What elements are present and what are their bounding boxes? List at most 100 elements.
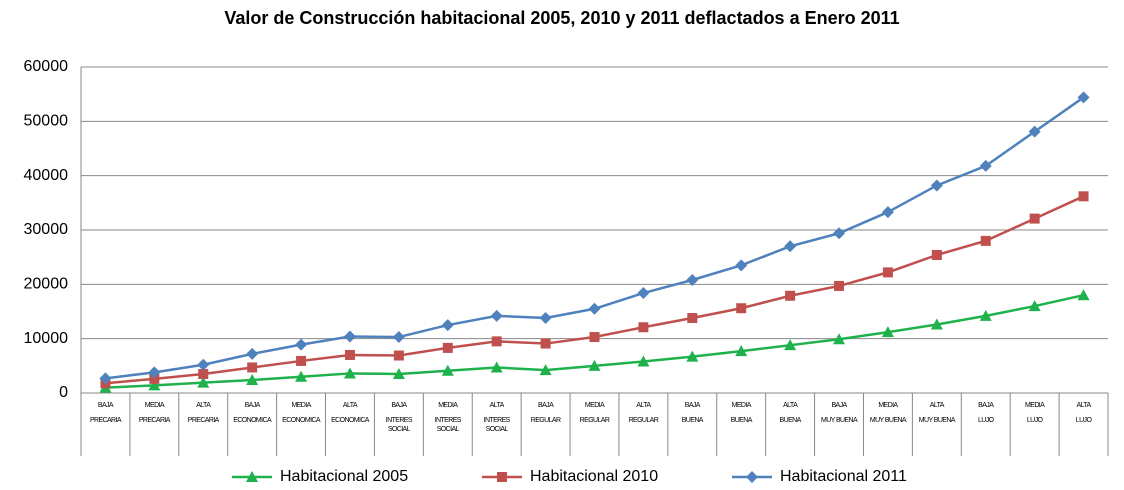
x-tick-label: INTERES [435, 417, 462, 424]
point [686, 273, 699, 286]
point [490, 361, 503, 373]
point [979, 159, 992, 172]
x-tick-label: ECONOMICA [233, 417, 272, 424]
chart-title: Valor de Construcción habitacional 2005,… [224, 8, 899, 28]
point [197, 358, 210, 371]
x-tick-label: LUJO [1027, 417, 1044, 424]
x-tick-label: BUENA [780, 417, 802, 424]
y-tick-label: 40000 [24, 167, 69, 184]
point [99, 372, 112, 385]
point [441, 319, 454, 332]
point [588, 302, 601, 315]
point [344, 349, 355, 360]
x-tick-label: SOCIAL [437, 426, 460, 433]
point [1077, 289, 1090, 301]
y-tick-label: 60000 [24, 58, 69, 75]
x-tick-label: BAJA [391, 402, 407, 409]
point [589, 332, 600, 343]
point [246, 373, 259, 385]
point [785, 290, 796, 301]
point [246, 347, 259, 360]
x-tick-label: INTERES [484, 417, 511, 424]
x-tick-label: ALTA [490, 402, 505, 409]
x-tick-label: MEDIA [145, 402, 165, 409]
x-tick-label: MEDIA [878, 402, 898, 409]
point [979, 309, 992, 321]
point [637, 287, 650, 300]
x-tick-label: BUENA [682, 417, 704, 424]
point [834, 280, 845, 291]
point [687, 313, 698, 324]
y-tick-label: 0 [59, 384, 68, 401]
legend-label: Habitacional 2010 [530, 468, 658, 485]
x-tick-label: REGULAR [531, 417, 561, 424]
point [746, 471, 758, 483]
point [295, 370, 308, 382]
point [247, 362, 258, 373]
point [637, 355, 650, 367]
x-tick-label: BAJA [831, 402, 847, 409]
x-tick-label: BAJA [245, 402, 261, 409]
x-tick-label: LUJO [1076, 417, 1093, 424]
point [491, 336, 502, 347]
y-tick-label: 10000 [24, 330, 69, 347]
x-tick-label: ALTA [1077, 402, 1092, 409]
point [931, 249, 942, 260]
point [930, 179, 943, 192]
point [197, 376, 210, 388]
x-tick-label: ALTA [930, 402, 945, 409]
point [246, 471, 258, 482]
point [148, 366, 161, 379]
x-tick-label: BAJA [538, 402, 554, 409]
x-tick-label: PRECARIA [139, 417, 171, 424]
x-tick-label: SOCIAL [486, 426, 509, 433]
x-tick-label: BAJA [685, 402, 701, 409]
x-tick-label: ALTA [343, 402, 358, 409]
point [1029, 213, 1040, 224]
x-tick-label: BAJA [98, 402, 114, 409]
point [539, 364, 552, 376]
x-tick-label: SOCIAL [388, 426, 411, 433]
point [588, 359, 601, 371]
x-tick-label: MEDIA [585, 402, 605, 409]
point [784, 240, 797, 253]
point [497, 472, 507, 482]
x-tick-label: ALTA [783, 402, 798, 409]
point [539, 312, 552, 325]
x-tick-label: ECONOMICA [331, 417, 370, 424]
x-tick-label: MEDIA [438, 402, 458, 409]
point [1028, 125, 1041, 138]
point [735, 345, 748, 357]
point [198, 368, 209, 379]
point [881, 326, 894, 338]
point [296, 355, 307, 366]
x-tick-label: REGULAR [580, 417, 610, 424]
x-tick-label: MUY BUENA [821, 417, 858, 424]
point [833, 333, 846, 345]
x-tick-label: MEDIA [732, 402, 752, 409]
point [441, 364, 454, 376]
x-tick-label: MUY BUENA [919, 417, 956, 424]
point [881, 206, 894, 219]
x-tick-label: PRECARIA [90, 417, 122, 424]
x-tick-label: REGULAR [629, 417, 659, 424]
x-tick-label: PRECARIA [188, 417, 220, 424]
point [392, 367, 405, 379]
point [833, 227, 846, 240]
point [980, 235, 991, 246]
x-tick-label: INTERES [386, 417, 413, 424]
point [638, 322, 649, 333]
point [540, 338, 551, 349]
y-tick-label: 30000 [24, 221, 69, 238]
point [149, 373, 160, 384]
point [393, 350, 404, 361]
x-tick-label: ALTA [636, 402, 651, 409]
legend-label: Habitacional 2005 [280, 468, 408, 485]
x-tick-label: MEDIA [291, 402, 311, 409]
point [490, 309, 503, 322]
x-tick-label: BAJA [978, 402, 994, 409]
y-tick-label: 50000 [24, 113, 69, 130]
point [784, 339, 797, 351]
point [930, 318, 943, 330]
